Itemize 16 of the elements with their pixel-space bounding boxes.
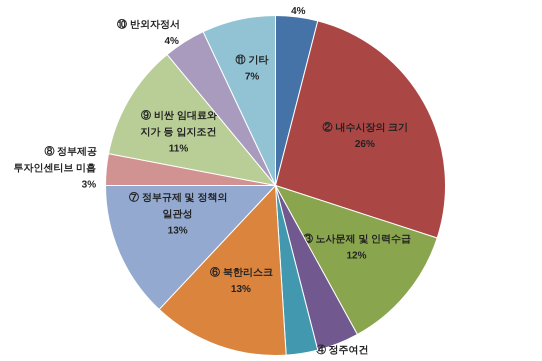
data-label: 11% [168,144,188,155]
data-label: 13% [168,225,188,236]
slice-label: ⑥ 북한리스크 [210,266,273,279]
data-label: 7% [244,72,260,83]
slice-label: ⑧ 정부제공 투자인센티브 미흡 [13,146,98,174]
data-label: 4% [291,6,306,17]
data-label: 4% [164,36,180,48]
slice-label: ⑪ 기타 [236,54,268,66]
slice-label: ⑩ 반외자정서 [117,18,180,31]
slice-label: ⑨ 비싼 임대료와 지가 등 입지조건 [140,110,217,138]
data-label: 26% [354,139,375,150]
data-label: 13% [230,284,252,296]
slice-label: ② 내수시장의 크기 [322,122,408,134]
slice-label: ⑦ 정부규제 및 정책의 일관성 [128,191,228,220]
data-label: 3% [82,180,96,191]
data-label: 12% [346,250,367,262]
